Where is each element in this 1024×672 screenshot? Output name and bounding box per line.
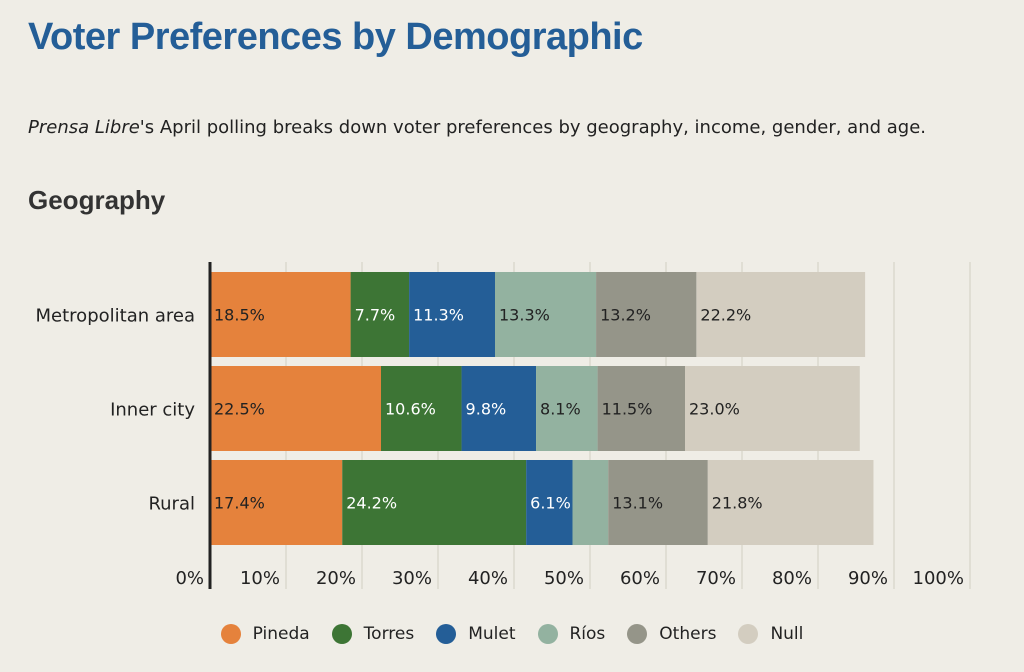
legend-swatch <box>627 624 648 644</box>
data-label: 9.8% <box>466 400 507 419</box>
category-label: Inner city <box>110 400 195 421</box>
bar-segment-null <box>685 366 860 451</box>
data-label: 11.5% <box>602 400 653 419</box>
subtitle: Prensa Libre's April polling breaks down… <box>28 117 926 138</box>
legend-item-ros: Ríos <box>537 624 606 644</box>
category-label: Rural <box>148 494 195 515</box>
x-tick-label: 100% <box>913 568 964 589</box>
x-tick-label: 30% <box>392 568 432 589</box>
bar-segment-torres <box>350 272 410 357</box>
legend-label: Ríos <box>569 624 606 644</box>
data-label: 11.3% <box>413 306 464 325</box>
legend-label: Others <box>659 624 717 644</box>
legend-item-torres: Torres <box>331 624 415 644</box>
legend-swatch <box>436 624 457 644</box>
data-label: 8.1% <box>540 400 581 419</box>
legend-label: Mulet <box>468 624 516 644</box>
x-tick-label: 50% <box>544 568 584 589</box>
data-label: 10.6% <box>385 400 436 419</box>
stacked-bar-chart: 18.5% 7.7% 11.3% 13.3% 13.2% 22.2% Metropolita… <box>36 262 971 589</box>
data-label: 13.1% <box>612 494 663 513</box>
legend-item-others: Others <box>627 624 716 644</box>
bar-segment-mulet <box>461 366 537 451</box>
subtitle-source: Prensa Libre <box>28 117 140 138</box>
legend-label: Torres <box>363 624 415 644</box>
data-label: 13.2% <box>600 306 651 325</box>
bar-segment-others <box>597 366 685 451</box>
data-label: 13.3% <box>499 306 550 325</box>
bar-segment-pineda <box>210 460 343 545</box>
legend-swatch <box>220 624 241 644</box>
data-label: 7.7% <box>355 306 396 325</box>
bar-segment-ros <box>495 272 597 357</box>
data-label: 18.5% <box>214 306 265 325</box>
data-label: 17.4% <box>214 494 265 513</box>
chart-legend: Pineda Torres Mulet Ríos Others Null <box>0 624 1024 644</box>
bar-segment-torres <box>381 366 462 451</box>
page-title: Voter Preferences by Demographic <box>28 16 643 58</box>
bar-segment-pineda <box>210 272 351 357</box>
data-label: 6.1% <box>530 494 571 513</box>
data-label: 22.5% <box>214 400 265 419</box>
bar-segment-mulet <box>409 272 495 357</box>
legend-swatch <box>537 624 558 644</box>
bar-segment-ros <box>536 366 598 451</box>
bar-segment-torres <box>342 460 527 545</box>
section-heading: Geography <box>28 185 166 215</box>
legend-swatch <box>331 624 352 644</box>
bar-segment-ros <box>572 460 609 545</box>
x-tick-label: 10% <box>240 568 280 589</box>
x-tick-label: 80% <box>772 568 812 589</box>
x-tick-label: 0% <box>175 568 204 589</box>
legend-label: Pineda <box>252 624 310 644</box>
x-tick-label: 40% <box>468 568 508 589</box>
legend-label: Null <box>770 624 804 644</box>
bar-segment-mulet <box>526 460 573 545</box>
category-label: Metropolitan area <box>36 306 195 327</box>
x-tick-label: 90% <box>848 568 888 589</box>
data-label: 21.8% <box>712 494 763 513</box>
bar-segment-null <box>696 272 866 357</box>
legend-item-null: Null <box>738 624 803 644</box>
legend-swatch <box>738 624 759 644</box>
x-tick-label: 70% <box>696 568 736 589</box>
x-tick-label: 60% <box>620 568 660 589</box>
x-tick-label: 20% <box>316 568 356 589</box>
legend-item-mulet: Mulet <box>436 624 516 644</box>
subtitle-text: 's April polling breaks down voter prefe… <box>139 117 927 138</box>
data-label: 24.2% <box>346 494 397 513</box>
data-label: 23.0% <box>689 400 740 419</box>
legend-item-pineda: Pineda <box>220 624 310 644</box>
bar-segment-null <box>707 460 874 545</box>
data-label: 22.2% <box>700 306 751 325</box>
bar-segment-others <box>608 460 708 545</box>
bar-segment-pineda <box>210 366 381 451</box>
bar-segment-others <box>596 272 697 357</box>
